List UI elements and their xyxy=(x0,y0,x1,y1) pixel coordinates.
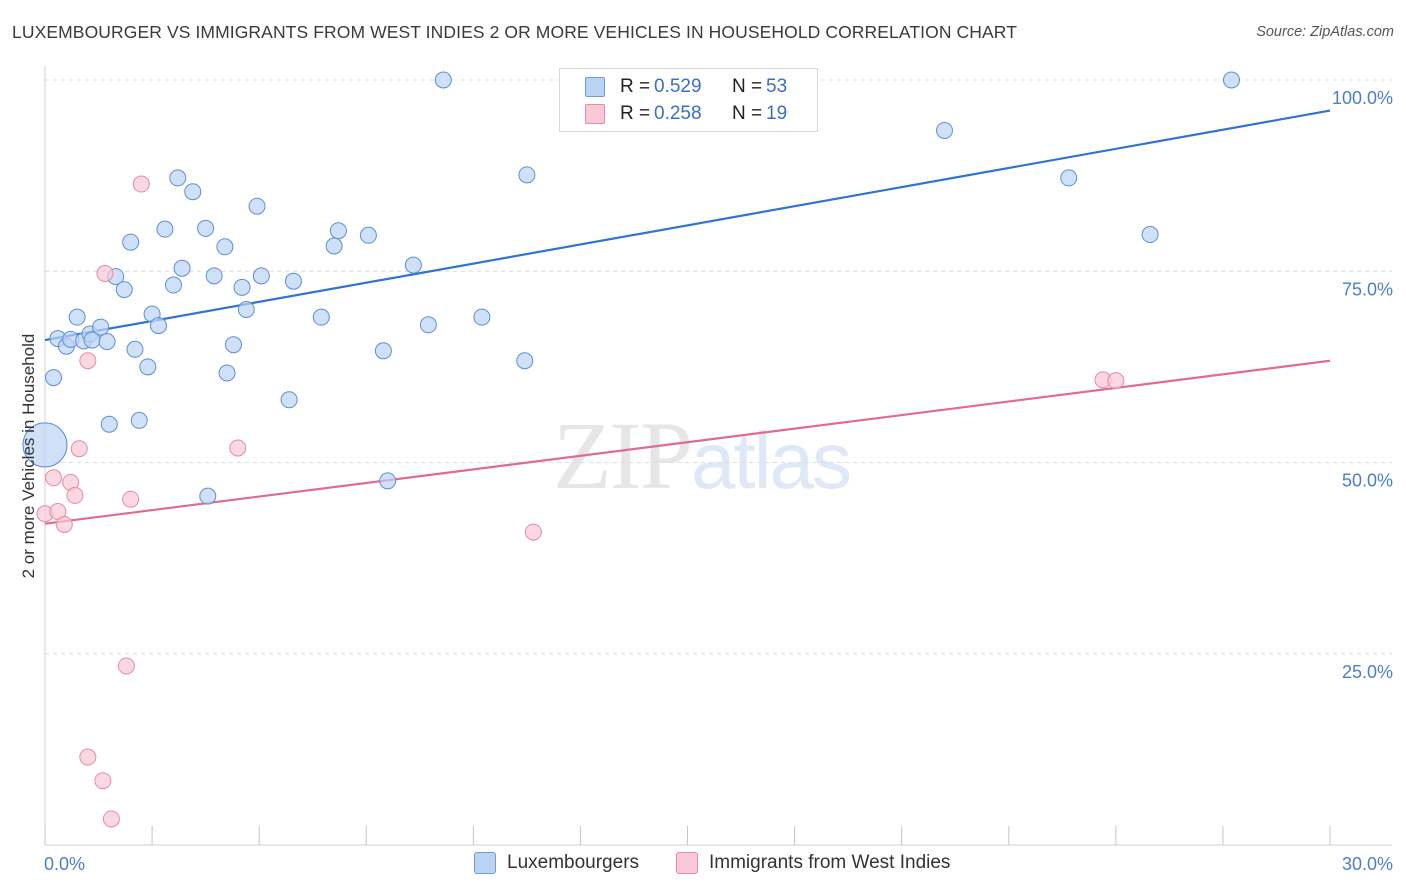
point-west-indies xyxy=(55,515,73,533)
point-west-indies xyxy=(79,748,97,766)
point-west-indies xyxy=(102,810,120,828)
point-luxembourgers xyxy=(473,308,491,326)
point-luxembourgers xyxy=(280,391,298,409)
point-luxembourgers xyxy=(139,358,157,376)
point-luxembourgers xyxy=(516,352,534,370)
point-luxembourgers xyxy=(98,333,116,351)
point-luxembourgers xyxy=(284,272,302,290)
point-luxembourgers xyxy=(205,267,223,285)
source-label: Source: ZipAtlas.com xyxy=(1256,24,1394,40)
grid-lines xyxy=(45,79,1392,655)
legend-r-label: R = xyxy=(620,103,651,124)
point-luxembourgers xyxy=(325,237,343,255)
point-west-indies xyxy=(79,352,97,370)
point-west-indies xyxy=(94,772,112,790)
point-luxembourgers xyxy=(1060,169,1078,187)
point-luxembourgers xyxy=(122,233,140,251)
data-points xyxy=(22,71,1240,828)
legend-n-value: 53 xyxy=(766,76,788,97)
legend-swatch-pink xyxy=(676,852,698,874)
point-luxembourgers xyxy=(359,226,377,244)
legend-r-value: 0.529 xyxy=(654,76,702,97)
axes xyxy=(44,66,1392,846)
point-luxembourgers xyxy=(169,169,187,187)
point-west-indies xyxy=(229,439,247,457)
point-luxembourgers xyxy=(518,166,536,184)
point-luxembourgers xyxy=(126,340,144,358)
y-tick-label: 25.0% xyxy=(1342,662,1393,682)
legend-swatch-pink xyxy=(585,104,605,124)
trend-line xyxy=(44,109,1331,342)
point-luxembourgers xyxy=(1141,226,1159,244)
point-luxembourgers xyxy=(100,415,118,433)
legend-n-label: N = xyxy=(732,76,763,97)
point-luxembourgers xyxy=(224,336,242,354)
point-luxembourgers xyxy=(419,316,437,334)
point-luxembourgers xyxy=(173,259,191,277)
point-luxembourgers xyxy=(329,222,347,240)
point-luxembourgers xyxy=(218,364,236,382)
point-west-indies xyxy=(122,490,140,508)
point-luxembourgers xyxy=(156,220,174,238)
point-luxembourgers xyxy=(404,256,422,274)
point-luxembourgers xyxy=(374,342,392,360)
point-luxembourgers xyxy=(199,487,217,505)
point-luxembourgers xyxy=(92,318,110,336)
point-west-indies xyxy=(524,523,542,541)
point-luxembourgers xyxy=(237,301,255,318)
point-luxembourgers xyxy=(197,219,215,237)
trend-lines xyxy=(44,109,1331,525)
legend-item-west-indies[interactable]: Immigrants from West Indies xyxy=(676,852,950,874)
series-legend: Luxembourgers Immigrants from West Indie… xyxy=(0,852,1406,878)
correlation-legend: R = 0.529 N = 53 R = 0.258 N = 19 xyxy=(559,68,818,132)
y-tick-label: 50.0% xyxy=(1342,471,1393,491)
point-luxembourgers xyxy=(165,276,182,294)
point-luxembourgers xyxy=(434,71,452,89)
point-west-indies xyxy=(132,175,150,193)
point-luxembourgers xyxy=(115,281,133,299)
point-luxembourgers xyxy=(312,308,330,326)
point-luxembourgers xyxy=(252,267,270,285)
y-tick-label: 75.0% xyxy=(1342,279,1393,299)
legend-n-label: N = xyxy=(732,103,763,124)
point-west-indies xyxy=(70,440,88,458)
x-tick-label: 30.0% xyxy=(1342,854,1393,874)
point-luxembourgers xyxy=(248,197,266,215)
y-tick-label: 100.0% xyxy=(1332,88,1393,108)
legend-r-label: R = xyxy=(620,76,651,97)
tick-labels: 100.0% 75.0% 50.0% 25.0% 0.0% 30.0% xyxy=(44,88,1393,874)
legend-swatch-blue xyxy=(474,852,496,874)
point-luxembourgers xyxy=(216,238,234,256)
legend-item-luxembourgers[interactable]: Luxembourgers xyxy=(474,852,639,874)
point-luxembourgers xyxy=(130,411,148,429)
point-luxembourgers xyxy=(150,317,168,335)
legend-r-value: 0.258 xyxy=(654,103,702,124)
chart-title: LUXEMBOURGER VS IMMIGRANTS FROM WEST IND… xyxy=(12,22,1017,42)
legend-n-value: 19 xyxy=(766,103,788,124)
legend-label-luxembourgers: Luxembourgers xyxy=(507,852,640,873)
point-luxembourgers xyxy=(68,308,86,326)
legend-label-west-indies: Immigrants from West Indies xyxy=(709,852,951,873)
point-west-indies xyxy=(117,657,135,675)
point-luxembourgers xyxy=(184,183,202,201)
point-luxembourgers xyxy=(22,422,68,468)
legend-swatch-blue xyxy=(585,77,605,97)
point-luxembourgers xyxy=(1222,71,1240,89)
point-west-indies xyxy=(96,265,114,283)
point-luxembourgers xyxy=(233,278,251,296)
point-west-indies xyxy=(1107,372,1125,390)
point-west-indies xyxy=(66,486,84,504)
point-luxembourgers xyxy=(936,121,953,139)
point-west-indies xyxy=(45,469,63,487)
x-tick-label: 0.0% xyxy=(44,854,85,874)
y-axis-label: 2 or more Vehicles in Household xyxy=(19,334,38,579)
point-luxembourgers xyxy=(379,472,397,490)
point-luxembourgers xyxy=(45,369,63,387)
